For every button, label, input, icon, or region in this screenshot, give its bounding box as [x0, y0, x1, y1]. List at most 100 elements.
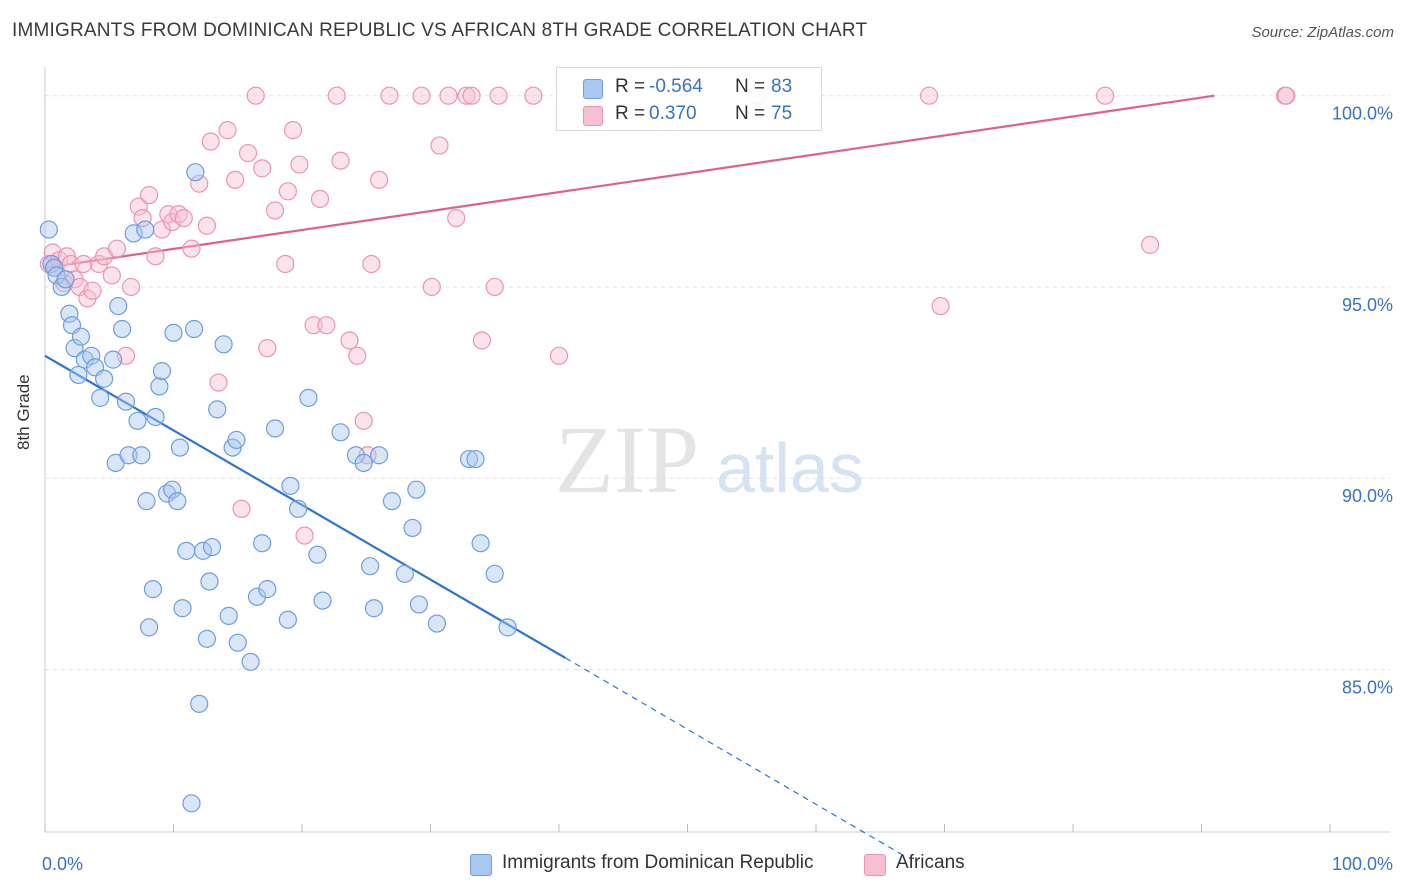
- point-africans: [549, 346, 569, 365]
- point-africans: [139, 186, 159, 205]
- point-africans: [246, 86, 265, 105]
- point-dominican: [47, 266, 66, 285]
- stats-row-pink: R = 0.370 N = 75: [557, 100, 821, 128]
- trend-line-dominican: [44, 354, 566, 659]
- point-dominican: [184, 319, 204, 339]
- point-africans: [919, 86, 939, 105]
- r-label: R =: [615, 103, 646, 124]
- point-dominican: [82, 346, 101, 365]
- point-dominican: [382, 492, 402, 511]
- point-dominican: [182, 794, 201, 813]
- point-dominican: [278, 610, 297, 629]
- point-dominican: [241, 652, 260, 671]
- point-dominican: [202, 537, 222, 557]
- chart-title: IMMIGRANTS FROM DOMINICAN REPUBLIC VS AF…: [12, 20, 868, 41]
- point-dominican: [427, 614, 447, 633]
- point-africans: [1277, 86, 1296, 105]
- point-dominican: [197, 629, 217, 648]
- point-africans: [265, 201, 285, 220]
- point-dominican: [109, 296, 128, 316]
- point-dominican: [485, 564, 504, 583]
- watermark: ZIP atlas: [555, 406, 864, 513]
- point-africans: [201, 132, 220, 151]
- point-africans: [1140, 235, 1160, 254]
- point-dominican: [471, 534, 490, 553]
- point-dominican: [289, 499, 308, 518]
- point-africans: [362, 254, 381, 274]
- point-africans: [238, 143, 258, 163]
- point-dominican: [354, 453, 373, 472]
- point-africans: [370, 170, 389, 189]
- grid-lines: [45, 95, 1390, 670]
- stats-legend: R = -0.564 N = 83 R = 0.370 N = 75: [556, 67, 822, 131]
- stats-row-blue: R = -0.564 N = 83: [557, 73, 821, 101]
- point-dominican: [186, 163, 205, 182]
- point-africans: [283, 121, 303, 140]
- point-dominican: [214, 335, 233, 354]
- blue-swatch: [583, 79, 603, 99]
- point-dominican: [459, 449, 479, 469]
- point-dominican: [95, 369, 114, 388]
- point-dominican: [116, 392, 136, 411]
- point-africans: [439, 86, 458, 105]
- legend-label: Africans: [896, 852, 965, 873]
- point-africans: [412, 86, 431, 105]
- point-dominican: [150, 377, 169, 396]
- point-dominican: [403, 518, 422, 538]
- point-africans: [121, 277, 141, 297]
- point-dominican: [112, 319, 132, 339]
- source-label: Source: ZipAtlas.com: [1251, 24, 1394, 41]
- point-africans: [182, 239, 201, 258]
- point-africans: [447, 208, 466, 228]
- point-dominican: [128, 411, 147, 430]
- pink-swatch: [864, 854, 886, 876]
- point-dominican: [124, 224, 143, 243]
- point-dominican: [136, 220, 155, 239]
- point-dominican: [228, 633, 247, 652]
- point-dominican: [139, 618, 159, 637]
- point-africans: [226, 170, 245, 189]
- point-dominican: [152, 361, 172, 381]
- point-africans: [354, 411, 373, 430]
- point-dominican: [331, 423, 350, 442]
- point-dominican: [281, 476, 300, 495]
- trend-lines: [44, 94, 1215, 858]
- point-africans: [430, 136, 449, 155]
- point-dominican: [308, 545, 327, 564]
- point-africans: [327, 86, 346, 105]
- point-dominican: [193, 541, 213, 560]
- point-dominican: [69, 365, 88, 385]
- n-value: 83: [771, 76, 793, 97]
- point-africans: [457, 86, 476, 105]
- y-tick-label: 100.0%: [1332, 104, 1393, 124]
- point-africans: [83, 281, 102, 300]
- point-africans: [380, 86, 399, 105]
- trend-line-africans: [44, 94, 1215, 269]
- watermark-zip: ZIP: [555, 406, 699, 513]
- n-label: N =: [735, 103, 766, 124]
- point-africans: [174, 208, 193, 228]
- point-africans: [133, 208, 152, 228]
- point-africans: [258, 339, 277, 358]
- point-dominican: [200, 572, 219, 591]
- point-dominican: [346, 446, 366, 465]
- point-africans: [462, 86, 481, 105]
- n-value: 75: [771, 103, 793, 124]
- point-dominican: [119, 446, 138, 465]
- point-africans: [107, 239, 127, 258]
- point-dominican: [265, 419, 285, 438]
- point-africans: [276, 254, 295, 274]
- point-africans: [524, 86, 543, 105]
- point-dominican: [137, 492, 156, 511]
- point-dominican: [253, 534, 272, 553]
- point-africans: [190, 174, 209, 193]
- point-dominican: [163, 480, 182, 499]
- point-dominican: [361, 557, 380, 576]
- watermark-atlas: atlas: [716, 429, 864, 507]
- point-dominican: [173, 599, 192, 618]
- point-dominican: [208, 400, 227, 419]
- point-dominican: [227, 430, 246, 450]
- point-africans: [295, 526, 314, 545]
- point-dominican: [132, 446, 151, 465]
- point-dominican: [71, 327, 91, 346]
